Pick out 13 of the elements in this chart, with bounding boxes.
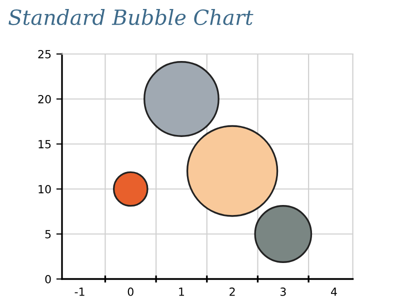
chart-title: Standard Bubble Chart: [8, 9, 254, 26]
y-tick-label: 0: [45, 274, 51, 284]
x-tick-label: 3: [280, 288, 286, 296]
x-tick-label: 1: [179, 288, 184, 296]
y-tick-label: 20: [38, 94, 51, 104]
y-tick-label: 15: [38, 140, 51, 148]
y-tick-label: 5: [45, 230, 51, 238]
x-tick-label: 4: [331, 288, 337, 296]
y-tick-label: 10: [38, 184, 51, 194]
y-tick-label: 25: [38, 50, 51, 58]
x-tick-label: -1: [74, 288, 84, 296]
x-tick-label: 0: [128, 288, 134, 296]
x-tick-label: 2: [230, 288, 235, 296]
